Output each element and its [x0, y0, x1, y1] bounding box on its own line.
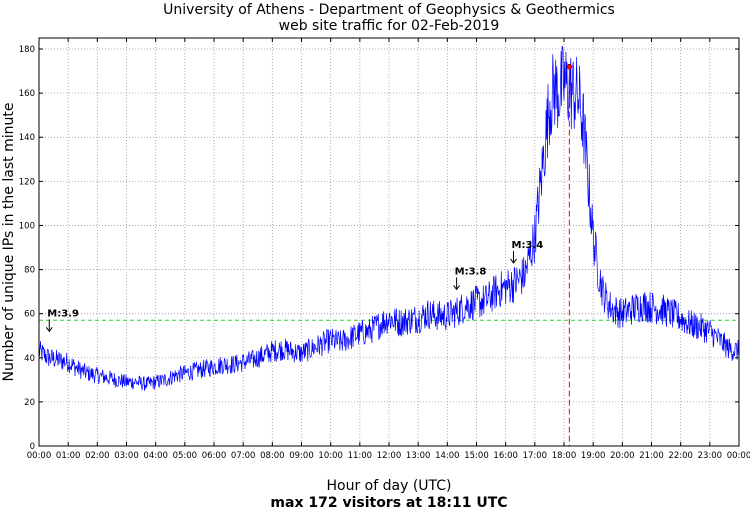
x-tick-label: 07:00	[231, 451, 256, 461]
annotation-arrowhead	[45, 327, 53, 333]
y-tick-label: 180	[19, 45, 35, 55]
x-tick-label: 04:00	[143, 451, 168, 461]
x-tick-label: 12:00	[377, 451, 402, 461]
x-tick-label: 18:00	[552, 451, 577, 461]
x-tick-label: 08:00	[260, 451, 285, 461]
y-tick-label: 100	[19, 221, 35, 231]
x-tick-label: 17:00	[523, 451, 548, 461]
chart-subtitle: web site traffic for 02-Feb-2019	[279, 18, 500, 34]
x-tick-label: 11:00	[348, 451, 373, 461]
y-axis-label: Number of unique IPs in the last minute	[1, 103, 17, 382]
chart-footer: max 172 visitors at 18:11 UTC	[270, 495, 507, 511]
x-tick-label: 10:00	[318, 451, 343, 461]
x-tick-label: 02:00	[85, 451, 110, 461]
annotation-arrowhead	[510, 258, 517, 264]
y-tick-label: 140	[19, 133, 35, 143]
y-tick-label: 160	[19, 89, 35, 99]
x-tick-label: 03:00	[114, 451, 139, 461]
y-tick-label: 20	[24, 398, 35, 408]
y-tick-label: 40	[24, 354, 35, 364]
grid-lines	[39, 38, 739, 446]
x-tick-label: 16:00	[493, 451, 518, 461]
y-tick-label: 60	[24, 310, 35, 320]
annotation-label: M:3.8	[455, 266, 487, 277]
x-tick-label: 13:00	[406, 451, 431, 461]
x-tick-label: 20:00	[610, 451, 635, 461]
x-tick-label: 15:00	[464, 451, 489, 461]
x-tick-label: 22:00	[668, 451, 693, 461]
x-tick-label: 00:00	[727, 451, 750, 461]
x-tick-label: 05:00	[173, 451, 198, 461]
x-tick-label: 01:00	[56, 451, 81, 461]
chart-title: University of Athens - Department of Geo…	[163, 2, 615, 18]
x-tick-label: 09:00	[289, 451, 314, 461]
x-axis-label: Hour of day (UTC)	[327, 478, 452, 494]
x-tick-label: 00:00	[27, 451, 52, 461]
max-point-marker	[566, 63, 573, 70]
x-tick-label: 06:00	[202, 451, 227, 461]
x-tick-label: 14:00	[435, 451, 460, 461]
x-tick-label: 19:00	[581, 451, 606, 461]
annotation-label: M:3.4	[512, 240, 544, 251]
x-tick-label: 23:00	[698, 451, 723, 461]
annotation-arrowhead	[453, 285, 461, 291]
y-tick-label: 120	[19, 177, 35, 187]
y-tick-label: 0	[30, 442, 35, 452]
traffic-series-line	[38, 45, 740, 391]
annotation-label: M:3.9	[47, 308, 79, 319]
y-tick-label: 80	[24, 266, 35, 276]
x-tick-label: 21:00	[639, 451, 664, 461]
